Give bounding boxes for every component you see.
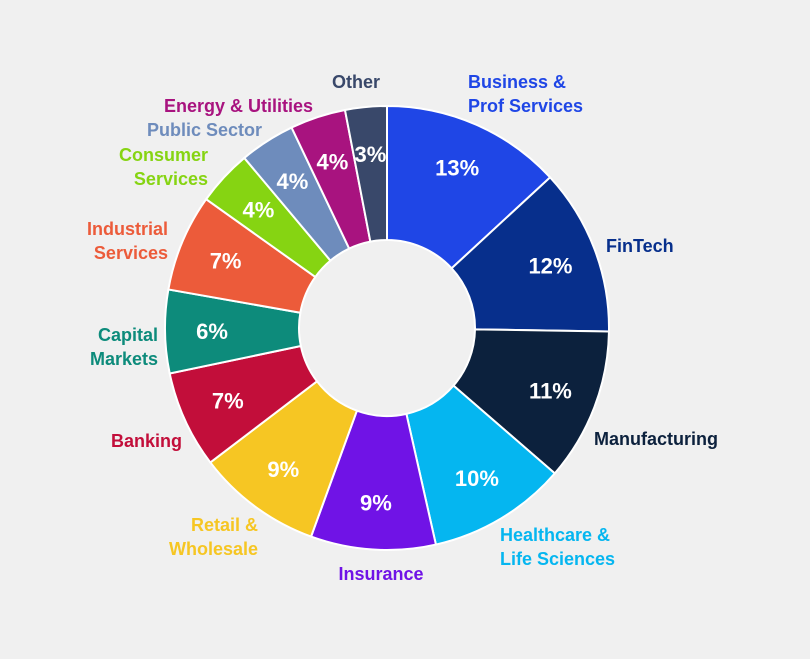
slice-value-label-10: 4% [276, 169, 308, 194]
slice-category-label-12: Other [332, 72, 380, 92]
slices-layer [164, 104, 610, 551]
slice-category-label-9: Consumer Services [119, 145, 208, 189]
slice-value-label-1: 12% [528, 254, 572, 279]
category-labels-layer: Business & Prof Services FinTech Manufactur… [87, 72, 718, 584]
slice-category-label-0: Business & Prof Services [468, 72, 583, 116]
slice-12 [343, 104, 388, 243]
slice-category-label-1: FinTech [606, 236, 674, 256]
slice-value-label-9: 4% [243, 197, 275, 222]
slice-category-label-7: Capital Markets [90, 325, 158, 369]
slice-category-label-3: Healthcare & Life Sciences [500, 525, 615, 569]
slice-value-label-3: 10% [455, 466, 499, 491]
slice-value-label-4: 9% [360, 491, 392, 516]
slice-category-label-5: Retail & Wholesale [169, 515, 258, 559]
slice-value-label-12: 3% [354, 142, 386, 167]
slice-value-label-2: 11% [529, 378, 572, 403]
slice-value-label-5: 9% [267, 457, 299, 482]
slice-value-label-6: 7% [212, 389, 244, 414]
slice-category-label-2: Manufacturing [594, 429, 718, 449]
slice-value-label-0: 13% [435, 156, 479, 181]
slice-value-label-11: 4% [316, 150, 348, 175]
slice-category-label-11: Energy & Utilities [164, 96, 313, 116]
slice-1 [450, 175, 610, 333]
percent-labels-layer: 13%12%11%10%9%9%7%6%7%4%4%4% 3% [196, 142, 572, 516]
slice-value-label-7: 6% [196, 319, 228, 344]
slice-category-label-8: Industrial Services [87, 219, 168, 263]
slice-category-label-4: Insurance [338, 564, 423, 584]
slice-category-label-10: Public Sector [147, 120, 262, 140]
slice-0 [386, 104, 552, 270]
slice-category-label-6: Banking [111, 431, 182, 451]
slice-value-label-8: 7% [210, 248, 242, 273]
slice-2 [452, 328, 610, 475]
